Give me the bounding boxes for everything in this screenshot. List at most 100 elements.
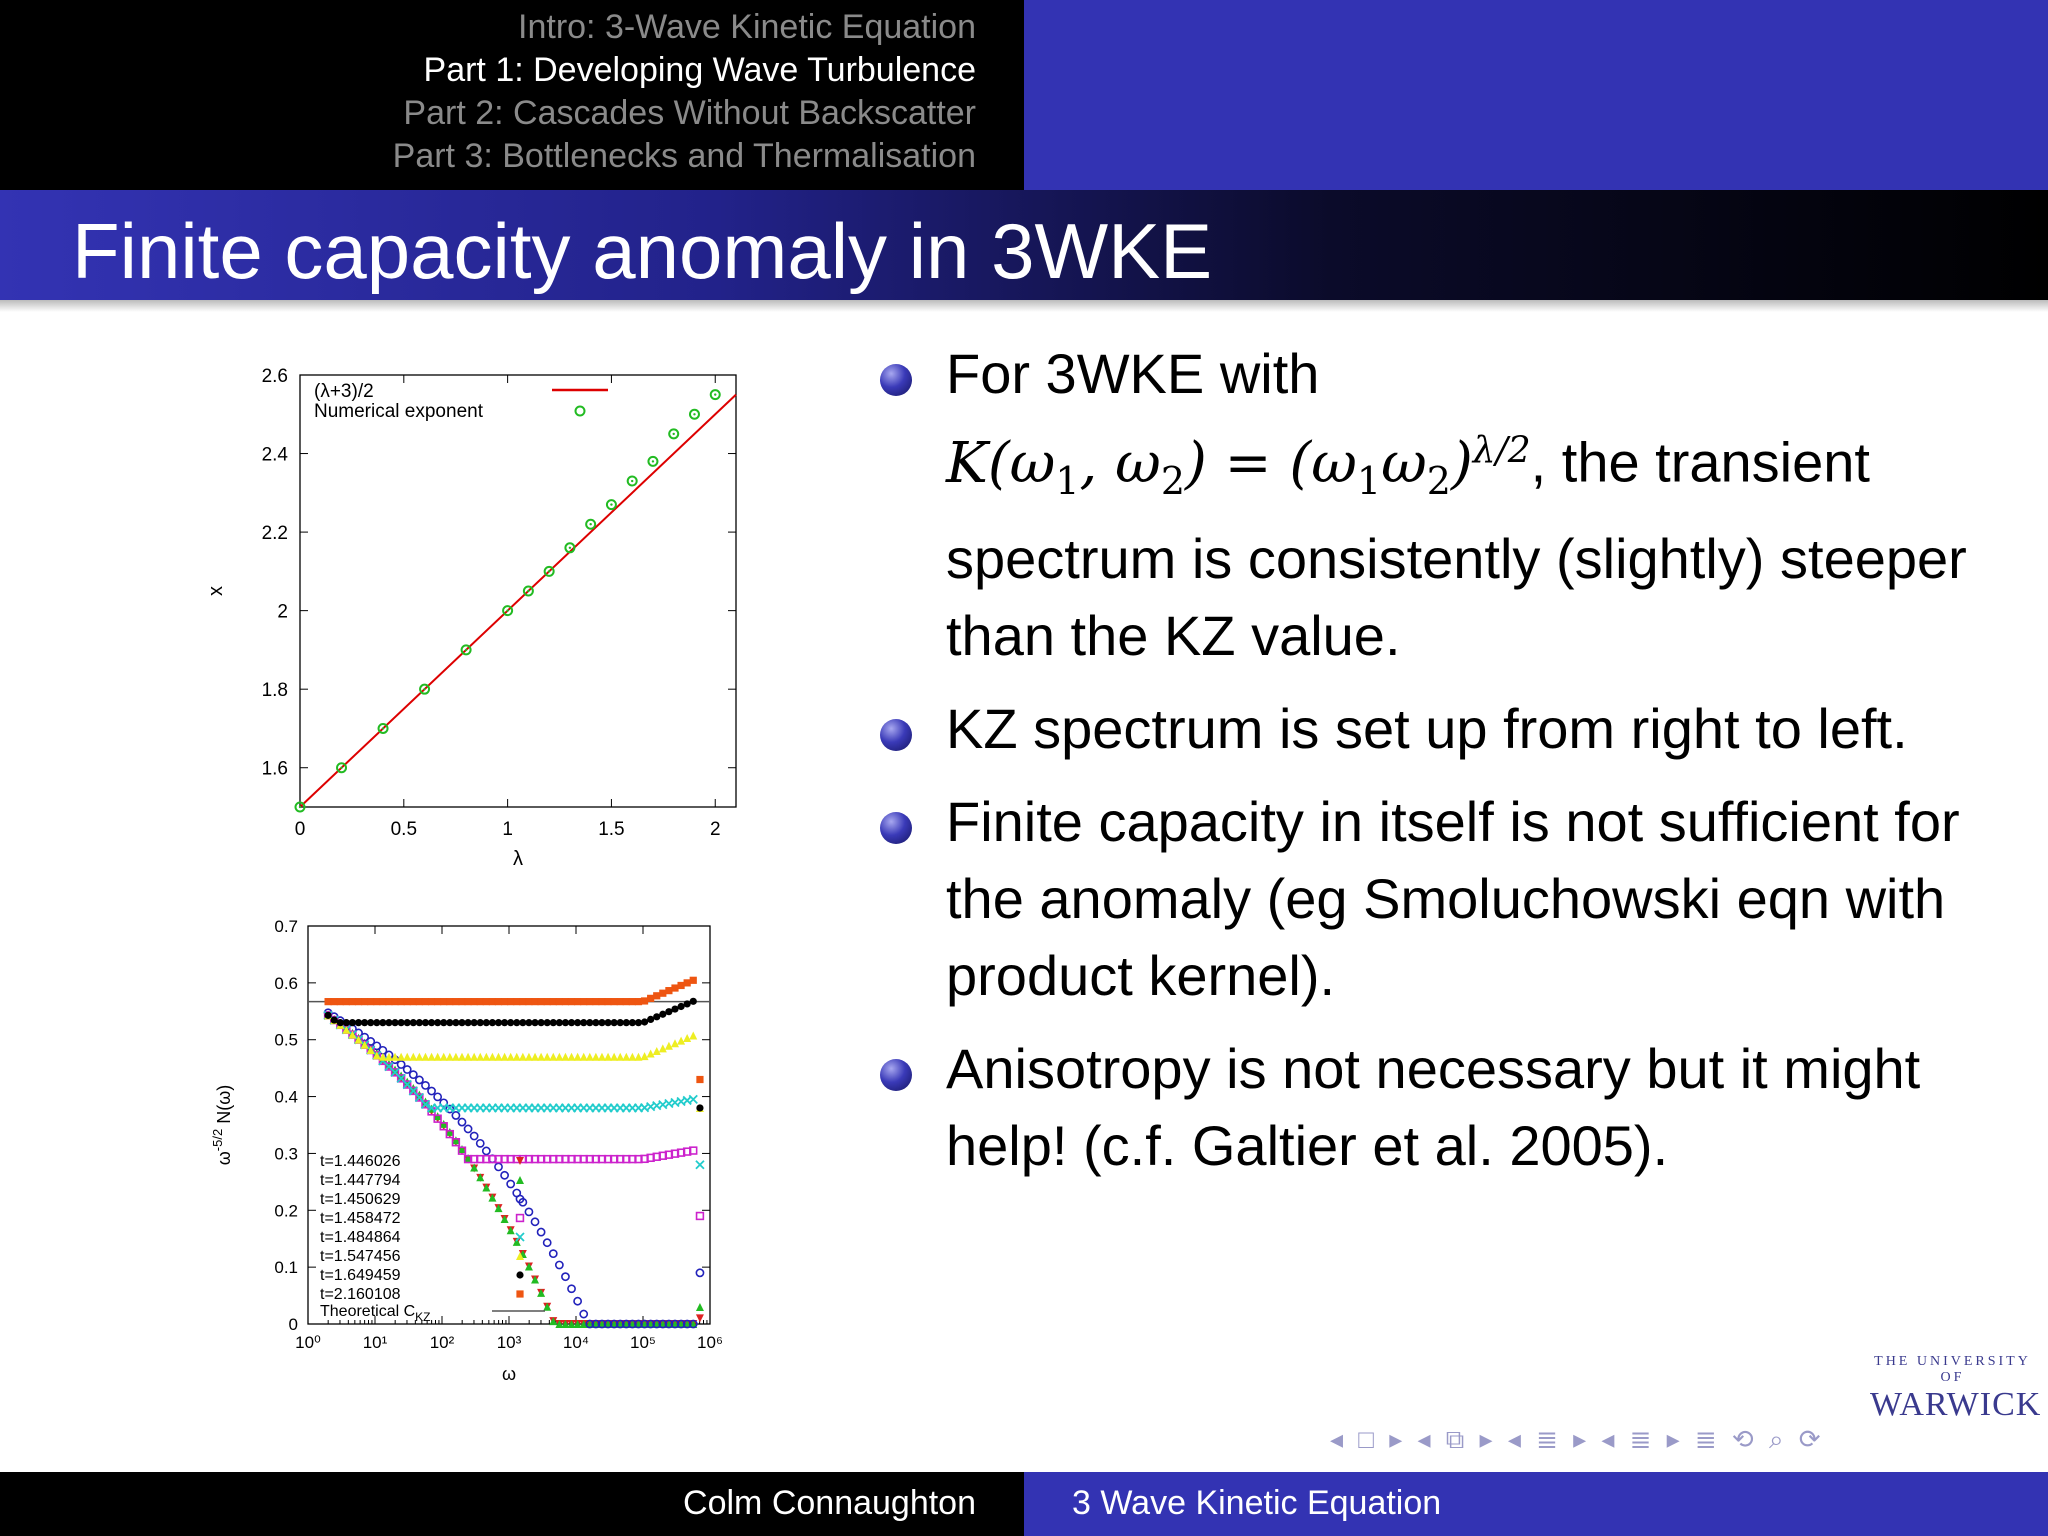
chart2-marker <box>507 1019 515 1027</box>
chart1-point-dot <box>381 727 385 730</box>
chart2-marker <box>390 1068 400 1077</box>
chart2-marker <box>670 1320 679 1328</box>
chart2-marker <box>604 1052 613 1061</box>
chart2-series-4 <box>323 1010 705 1170</box>
chart1-point <box>564 542 576 554</box>
chart2-series-6 <box>324 997 704 1112</box>
section-link-part1[interactable]: Part 1: Developing Wave Turbulence <box>423 51 976 89</box>
chart2-marker <box>516 1271 524 1279</box>
chart2-marker <box>580 998 588 1006</box>
chart2-marker <box>439 1098 449 1108</box>
chart2-marker <box>482 1183 491 1192</box>
chart2-marker <box>646 1320 655 1328</box>
chart2-marker <box>433 1052 442 1061</box>
chart2-marker <box>476 1019 484 1027</box>
chart1-point <box>626 475 638 487</box>
chart2-marker <box>408 1070 418 1080</box>
chart2-marker <box>688 1094 698 1105</box>
chart2-marker <box>622 1052 631 1061</box>
chart2-marker <box>403 1080 412 1089</box>
chart1-point-dot <box>464 648 468 652</box>
chart1-point-dot <box>340 766 343 769</box>
chart2-marker <box>494 998 503 1006</box>
chart2-marker <box>689 997 697 1005</box>
chart2-marker <box>433 1114 442 1123</box>
chart2-marker <box>525 1019 533 1027</box>
chart2-ytick-label: 0.2 <box>274 1201 298 1220</box>
chart2-marker <box>579 1052 588 1061</box>
chart2-marker <box>628 1320 637 1328</box>
chart2-marker <box>415 998 423 1006</box>
chart1-point <box>709 389 721 401</box>
chart2-marker <box>403 998 411 1006</box>
chart2-marker <box>616 998 624 1006</box>
chart2-marker <box>391 1019 399 1027</box>
chart2-marker <box>500 1170 509 1180</box>
chart2-legend-label: t=1.450629 <box>320 1191 401 1208</box>
chart1-point <box>668 428 680 440</box>
chart1-xtick-label: 0 <box>295 819 306 840</box>
chart2-marker <box>507 998 515 1006</box>
chart2-marker <box>555 1320 564 1328</box>
chart2-marker <box>585 1052 594 1061</box>
chart2-marker <box>627 1319 637 1329</box>
chart2-marker <box>628 1019 636 1027</box>
chart2-marker <box>543 1052 552 1061</box>
chart2-marker <box>488 1052 497 1061</box>
chart1-ytick-label: 1.6 <box>262 759 288 780</box>
chart2-marker <box>634 1320 643 1328</box>
chart2-legend-label: t=1.458472 <box>320 1210 401 1227</box>
chart1-ytick-label: 2 <box>277 602 288 623</box>
chart1-point <box>647 455 659 467</box>
chart1-point <box>585 518 597 530</box>
chart2-plot-area <box>308 976 710 1329</box>
chart2-ytick-label: 0.1 <box>274 1258 298 1277</box>
chart2-marker <box>567 1320 576 1328</box>
chart2-marker <box>384 1052 393 1061</box>
chart2-marker <box>604 998 612 1006</box>
footer-author: Colm Connaughton <box>683 1484 976 1522</box>
section-link-part2[interactable]: Part 2: Cascades Without Backscatter <box>403 94 976 132</box>
section-link-intro[interactable]: Intro: 3-Wave Kinetic Equation <box>518 8 976 46</box>
chart2-marker <box>516 1157 524 1165</box>
chart2-marker <box>574 998 582 1006</box>
chart2-marker <box>689 1031 698 1040</box>
bullet-ball-icon <box>880 1058 912 1091</box>
chart2-marker <box>427 1019 436 1027</box>
chart2-marker <box>379 998 387 1006</box>
chart1-legend-line-label: (λ+3)/2 <box>314 381 374 402</box>
chart1-point-dot <box>298 805 302 809</box>
chart1-xlabel: λ <box>513 848 523 870</box>
chart2-ytick-label: 0.5 <box>274 1031 298 1050</box>
section-link-part3[interactable]: Part 3: Bottlenecks and Thermalisation <box>392 137 976 175</box>
chart2-marker <box>402 1065 412 1074</box>
chart2-marker <box>518 1052 527 1061</box>
chart2-ytick-label: 0.4 <box>274 1088 298 1107</box>
chart2-marker <box>580 1019 588 1027</box>
header-right-panel <box>1024 0 2048 190</box>
chart2-marker <box>652 1046 661 1055</box>
chart2-marker <box>463 1124 473 1134</box>
chart2-marker <box>494 1204 503 1213</box>
chart2-marker <box>567 998 576 1006</box>
chart2-legend-label: t=1.649459 <box>320 1267 401 1284</box>
chart2-marker <box>458 1019 466 1027</box>
chart2-marker <box>683 979 691 987</box>
chart2-marker <box>361 998 369 1006</box>
chart2-marker <box>591 1319 601 1329</box>
chart2-ytick-label: 0 <box>289 1315 298 1334</box>
chart2-marker <box>640 1018 649 1026</box>
beamer-nav-icons[interactable]: ◂ □ ▸ ◂ ⧉ ▸ ◂ ≣ ▸ ◂ ≣ ▸ ≣ ⟲ ⌕ ⟳ <box>1330 1424 1825 1454</box>
footer-right: 3 Wave Kinetic Equation <box>1024 1472 2048 1536</box>
chart2-marker <box>439 1119 448 1128</box>
chart2-marker <box>664 1319 674 1329</box>
chart2-marker <box>574 1019 582 1027</box>
chart2-marker <box>342 1019 350 1027</box>
chart2-marker <box>671 984 679 992</box>
chart1-point-dot <box>547 570 551 573</box>
chart2-marker <box>458 998 466 1006</box>
chart1-xtick-label: 2 <box>710 819 721 840</box>
chart2-marker <box>470 998 478 1006</box>
chart2-marker <box>677 981 685 990</box>
spectrum-chart: 10⁰ 10¹ 10² 10³ 10⁴ 10⁵ 10⁶ 0 0.1 0.2 0.3 0.4 0.5 0.6… <box>210 917 723 1384</box>
